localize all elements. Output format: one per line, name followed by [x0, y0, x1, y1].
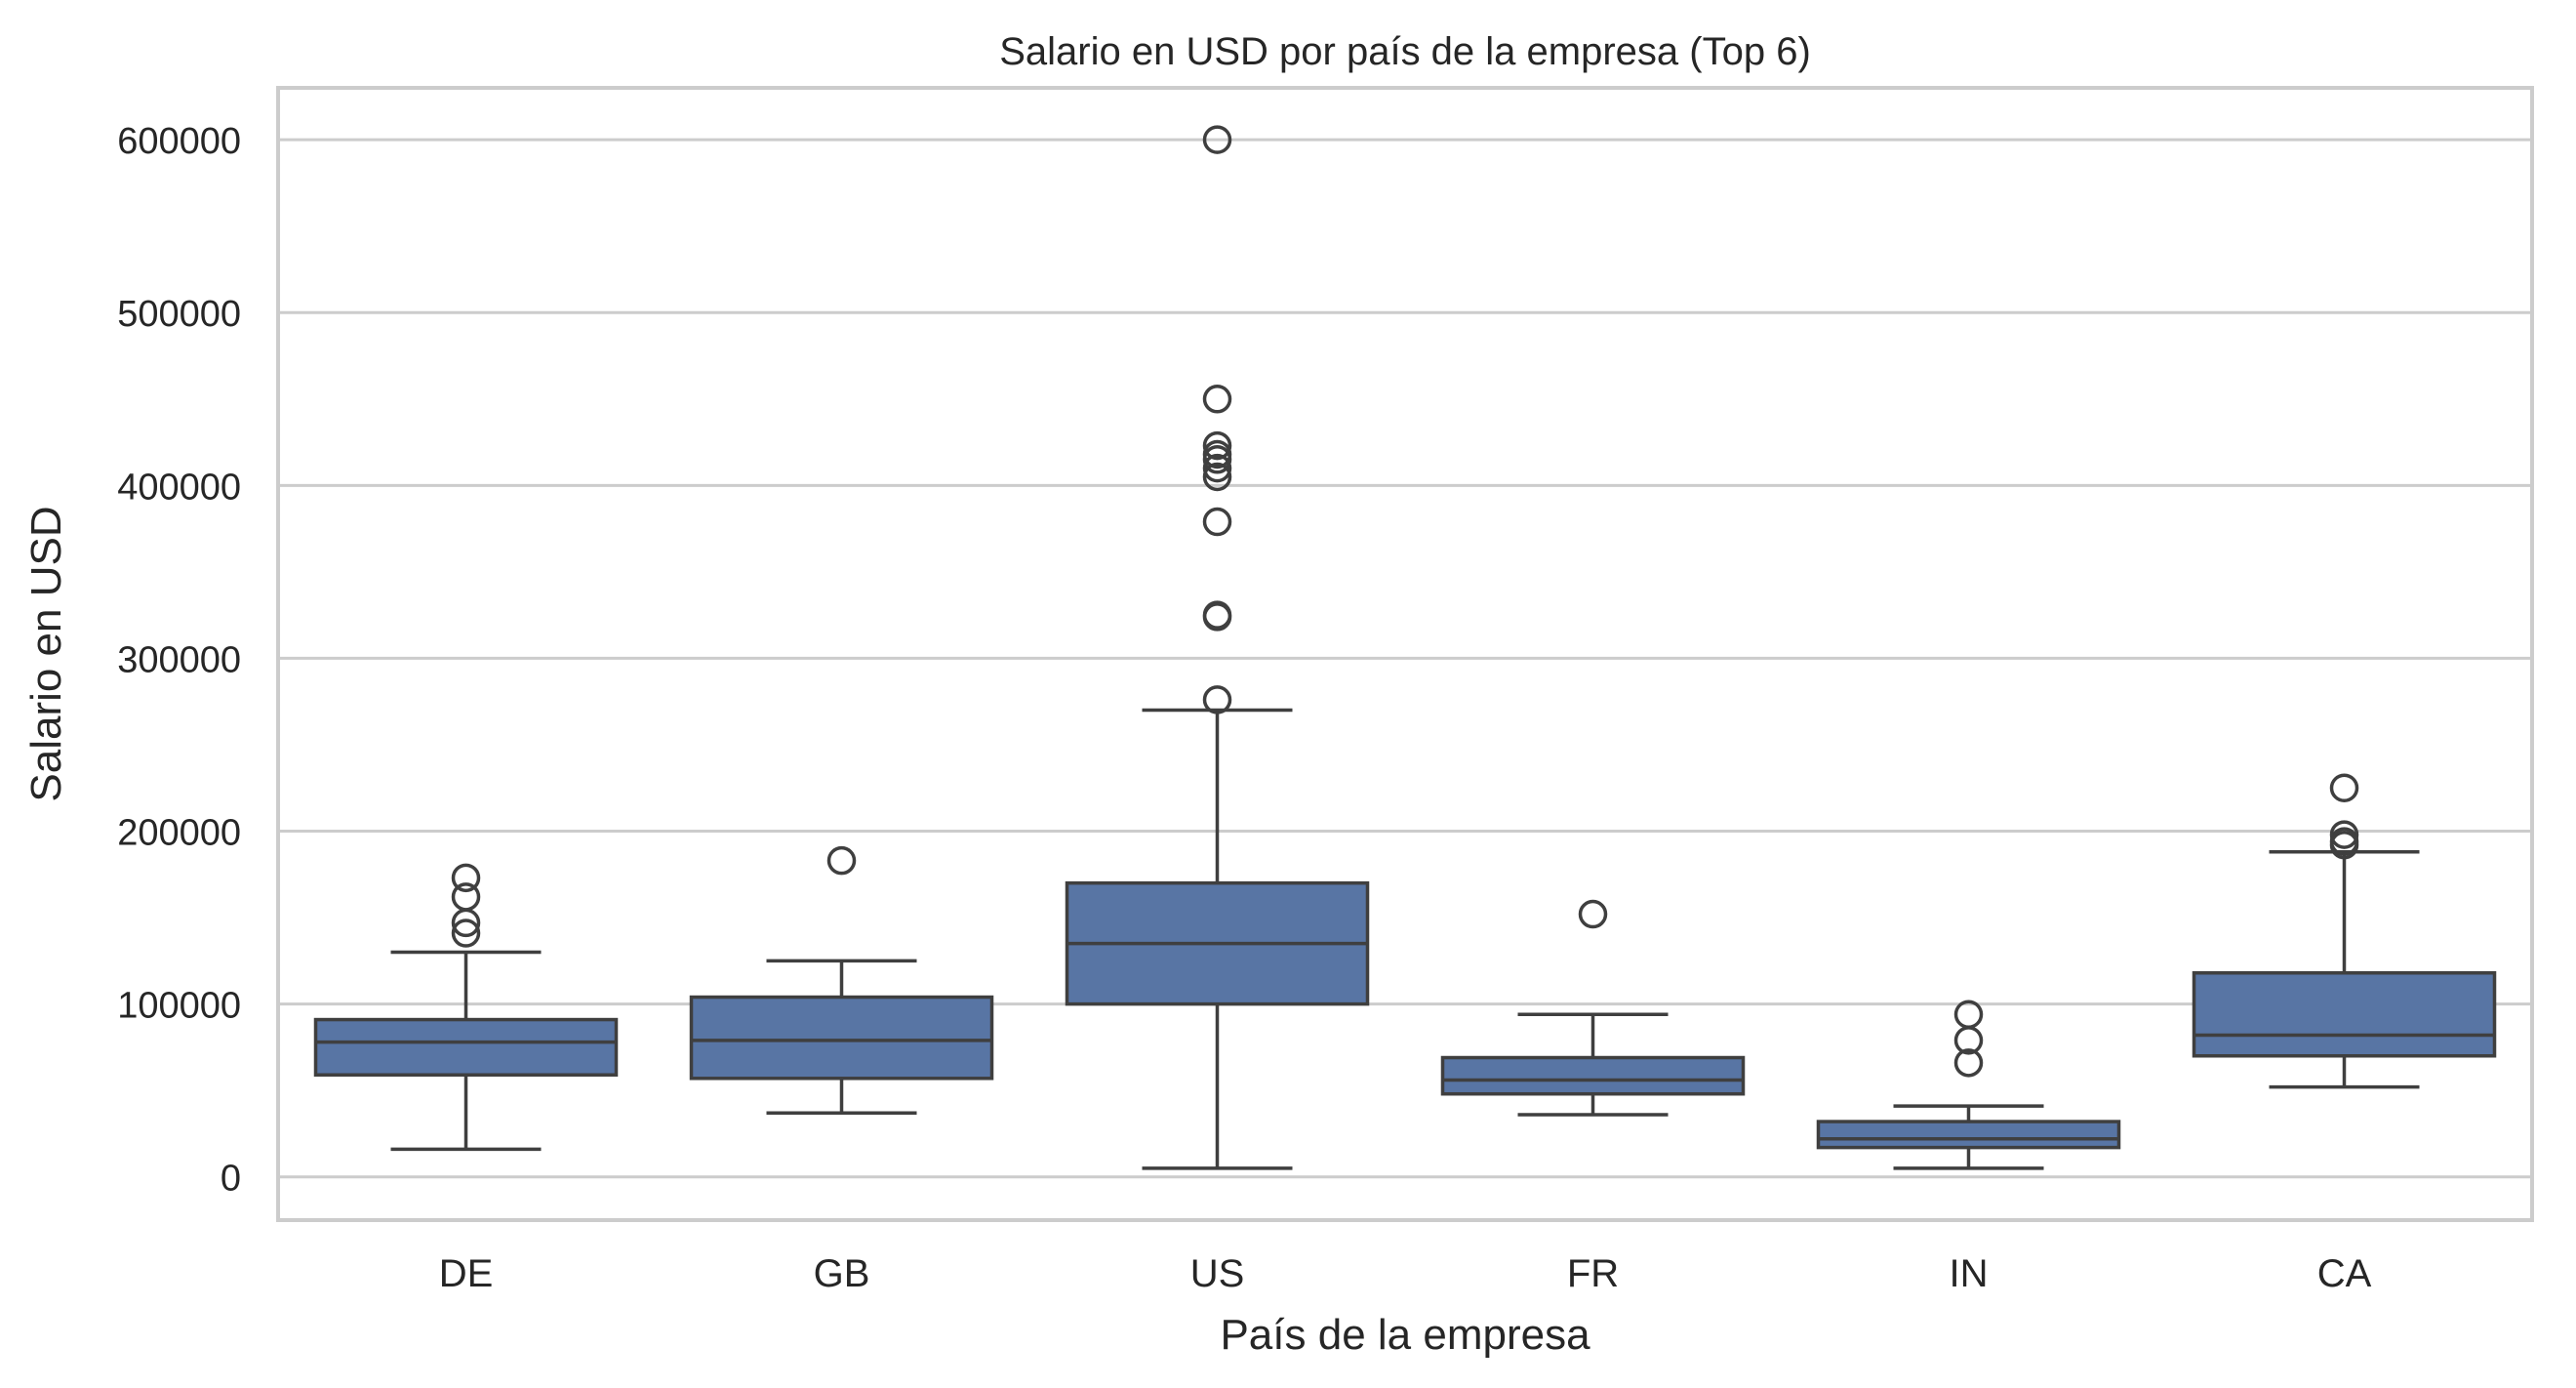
- outlier-point: [1953, 1048, 1984, 1078]
- outlier-point: [2329, 773, 2359, 803]
- y-tick-label: 100000: [117, 986, 241, 1027]
- box-iqr: [689, 995, 994, 1081]
- outlier-point: [1202, 685, 1232, 714]
- y-tick-label: 200000: [117, 813, 241, 854]
- box-ca: [2192, 773, 2497, 1089]
- box-iqr: [2192, 970, 2497, 1058]
- y-tick-labels: 0 100000 200000 300000 400000 500000 600000: [117, 121, 241, 1200]
- x-tick-label: IN: [1950, 1252, 1989, 1295]
- box-iqr: [313, 1017, 619, 1077]
- outlier-point: [2329, 820, 2359, 849]
- outlier-point: [1202, 507, 1232, 537]
- box-fr: [1440, 899, 1746, 1117]
- box-in: [1816, 1000, 2121, 1170]
- outlier-point: [451, 863, 481, 893]
- box-iqr: [1816, 1120, 2121, 1150]
- outlier-point: [1202, 453, 1232, 483]
- x-tick-label: CA: [2317, 1252, 2372, 1295]
- outlier-point: [1953, 1000, 1984, 1030]
- y-tick-label: 500000: [117, 294, 241, 335]
- outlier-point: [826, 845, 857, 876]
- y-tick-label: 600000: [117, 121, 241, 162]
- box-us: [1065, 125, 1370, 1170]
- boxes-layer: [313, 125, 2497, 1170]
- outlier-point: [1202, 430, 1232, 461]
- y-tick-label: 400000: [117, 467, 241, 508]
- box-iqr: [1440, 1055, 1746, 1096]
- outlier-point: [1202, 600, 1232, 630]
- outlier-point: [2329, 827, 2359, 856]
- gridlines: [278, 138, 2532, 1179]
- box-de: [313, 863, 619, 1152]
- y-tick-label: 300000: [117, 639, 241, 680]
- x-tick-label: GB: [814, 1252, 870, 1295]
- outlier-point: [1202, 439, 1232, 469]
- y-tick-label: 0: [221, 1159, 241, 1200]
- outlier-point: [1578, 899, 1608, 929]
- x-tick-label: FR: [1567, 1252, 1619, 1295]
- y-axis-label: Salario en USD: [22, 506, 70, 801]
- plot-frame: [276, 86, 2534, 1222]
- box-gb: [689, 845, 994, 1115]
- x-tick-label: DE: [439, 1252, 494, 1295]
- outlier-point: [451, 919, 481, 948]
- x-tick-label: US: [1190, 1252, 1245, 1295]
- outlier-point: [1202, 385, 1232, 414]
- outlier-point: [1202, 125, 1232, 154]
- x-tick-labels: DE GB US FR IN CA: [439, 1252, 2372, 1295]
- chart-title: Salario en USD por país de la empresa (T…: [999, 30, 1811, 73]
- x-axis-label: País de la empresa: [1220, 1311, 1590, 1359]
- outlier-point: [451, 882, 481, 912]
- outlier-point: [1202, 462, 1232, 492]
